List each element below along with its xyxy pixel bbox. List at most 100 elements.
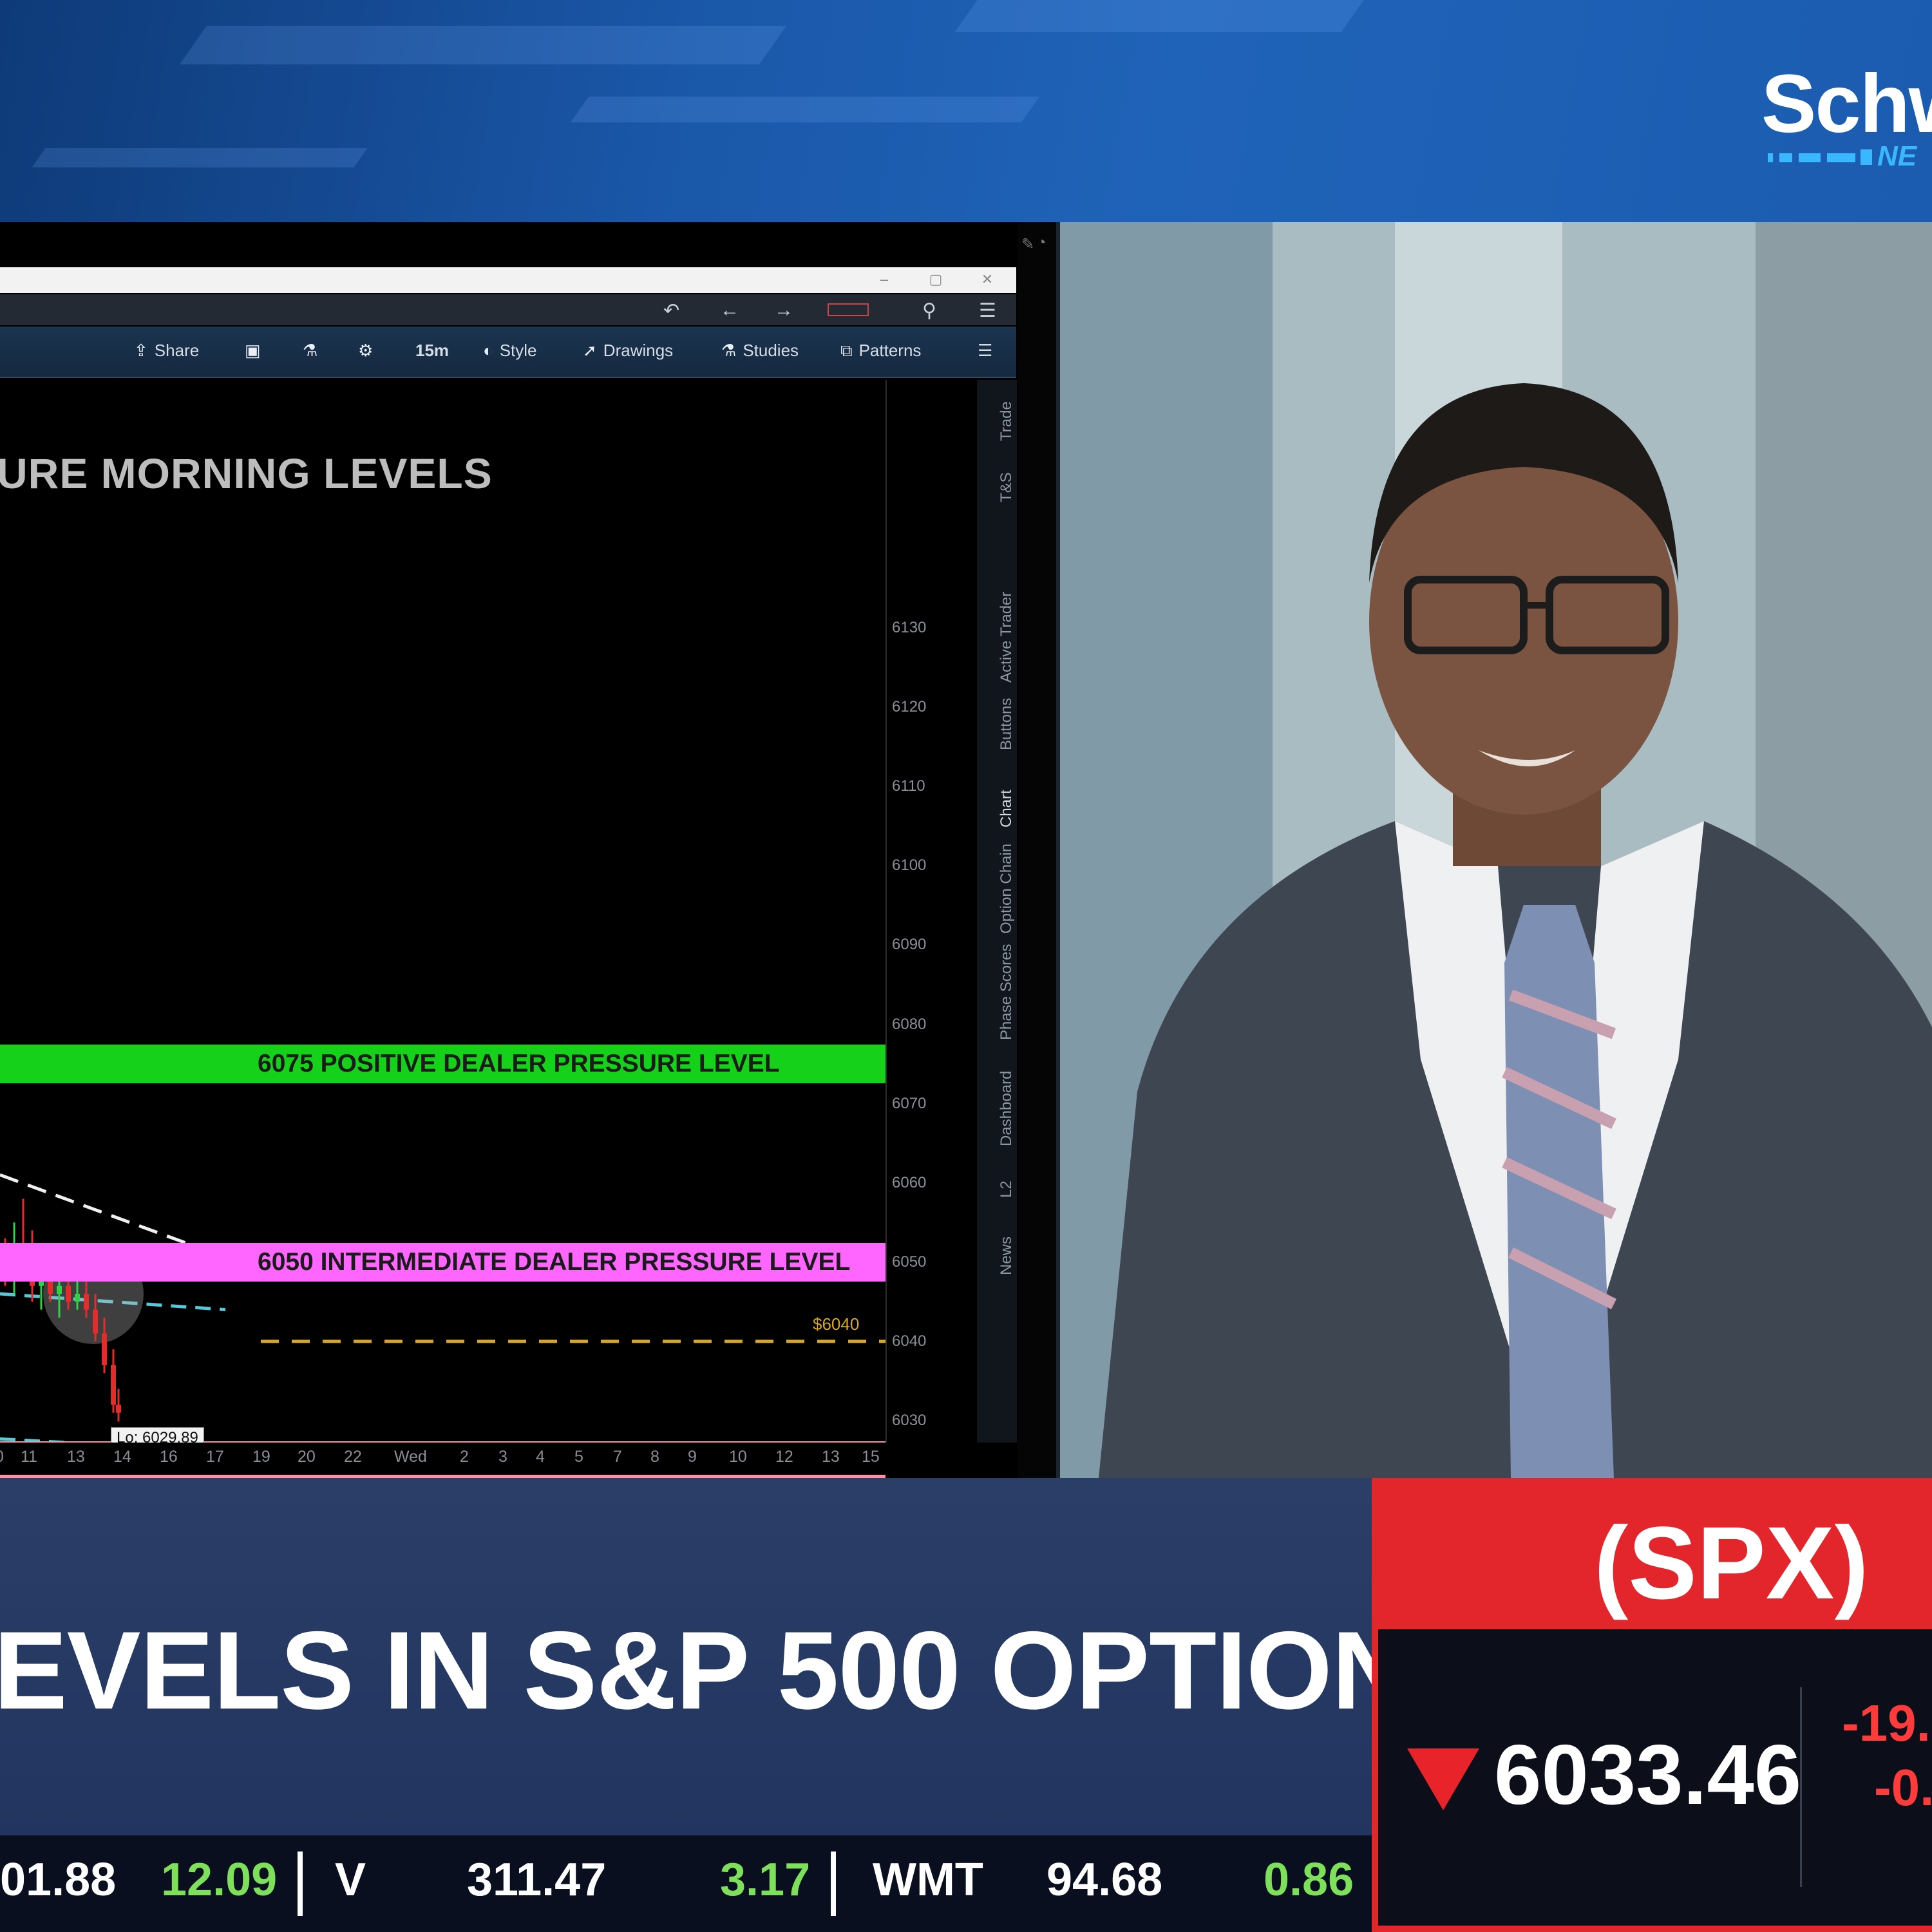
- candle-body: [93, 1309, 98, 1334]
- time-tick: 3: [498, 1448, 507, 1466]
- side-tab-option-chain[interactable]: Option Chain: [998, 843, 1015, 934]
- drawings-button[interactable]: ➚ Drawings: [583, 341, 674, 360]
- time-tick: 14: [113, 1448, 131, 1466]
- price-tick: 6080: [892, 1015, 927, 1033]
- time-tick: 13: [822, 1448, 840, 1466]
- side-tab-buttons[interactable]: Buttons: [998, 697, 1015, 750]
- flask-button[interactable]: ⚗: [303, 341, 324, 361]
- time-tick: 19: [252, 1448, 270, 1466]
- level-band: 6075 POSITIVE DEALER PRESSURE LEVEL: [0, 1045, 886, 1084]
- gear-icon: ⚙: [358, 341, 374, 360]
- window-edge: ✎ ◔: [1018, 222, 1056, 1478]
- time-tick: 13: [67, 1448, 85, 1466]
- time-tick: 12: [775, 1448, 793, 1466]
- price-tick: 6090: [892, 936, 927, 954]
- minimize-icon[interactable]: –: [880, 271, 889, 287]
- share-icon: ⇪: [134, 341, 148, 360]
- ticker-change: 3.17: [720, 1854, 811, 1906]
- side-tab-l2[interactable]: L2: [998, 1180, 1015, 1198]
- time-tick: 15: [862, 1448, 880, 1466]
- side-tab-phase-scores[interactable]: Phase Scores: [998, 943, 1015, 1040]
- side-tab-active-trader[interactable]: Active Trader: [998, 591, 1015, 683]
- chart-plot[interactable]: URE MORNING LEVELS 6075 POSITIVE DEALER …: [0, 380, 886, 1478]
- style-icon: ◐: [483, 341, 493, 360]
- close-icon[interactable]: ✕: [981, 271, 994, 287]
- side-tab-chart[interactable]: Chart: [998, 790, 1015, 828]
- style-button[interactable]: ◐ Style: [483, 341, 537, 360]
- ticker-symbol: WMT: [873, 1854, 983, 1906]
- cursor-icon: ➚: [583, 341, 597, 360]
- candle-body: [48, 1270, 53, 1294]
- share-button[interactable]: ⇪ Share: [134, 341, 200, 360]
- patterns-button[interactable]: ⧉ Patterns: [840, 341, 922, 360]
- time-tick: 10: [729, 1448, 747, 1466]
- time-tick: 20: [298, 1448, 316, 1466]
- window-title-bar: – ▢ ✕: [0, 267, 1016, 293]
- price-tick: 6030: [892, 1412, 927, 1429]
- time-tick: 22: [344, 1448, 362, 1466]
- trend-line: [0, 1292, 226, 1312]
- ticker-separator: [831, 1852, 836, 1916]
- price-tick: 6040: [892, 1332, 927, 1350]
- link-icon[interactable]: [828, 303, 869, 316]
- time-tick: 16: [160, 1448, 178, 1466]
- dashed-level-label: $6040: [813, 1314, 860, 1334]
- side-tabs: Trade T&S Active Trader Buttons Chart Option …: [978, 380, 1017, 1443]
- toolbar-menu-icon[interactable]: ☰: [978, 341, 993, 360]
- time-tick: 4: [536, 1448, 545, 1466]
- timeframe-button[interactable]: 15m: [415, 341, 450, 360]
- capture-button[interactable]: ▣: [245, 341, 267, 361]
- network-banner: Schw NE: [0, 0, 1932, 222]
- level-band: 6050 INTERMEDIATE DEALER PRESSURE LEVEL: [0, 1242, 886, 1282]
- side-tab-dashboard[interactable]: Dashboard: [998, 1070, 1015, 1146]
- studies-button[interactable]: ⚗ Studies: [721, 341, 799, 360]
- price-tick: 6060: [892, 1173, 927, 1191]
- side-tab-t-s[interactable]: T&S: [998, 472, 1015, 502]
- patterns-icon: ⧉: [840, 341, 853, 360]
- time-tick: 8: [650, 1448, 659, 1466]
- chart-svg: [0, 1173, 886, 1443]
- undo-icon[interactable]: ↶: [663, 300, 680, 321]
- candle-body: [75, 1294, 80, 1302]
- pin-icon[interactable]: ⚲: [922, 300, 936, 321]
- candle-body: [66, 1285, 71, 1302]
- time-axis[interactable]: 0 11 13 14 16 17 19 20 22 Wed 2 3 4 5 7 8 9 10 12 13 15: [0, 1443, 886, 1475]
- index-quote-box: (SPX) 6033.46 -19. -0.: [1372, 1478, 1932, 1932]
- ticker-change: 0.86: [1264, 1854, 1354, 1906]
- menu-icon[interactable]: ☰: [979, 300, 996, 321]
- price-tick: 6120: [892, 698, 927, 716]
- flask-icon: ⚗: [303, 341, 318, 360]
- presenter-image: [1060, 222, 1932, 1478]
- ticker-change: 12.09: [161, 1854, 278, 1906]
- ticker-price: 311.47: [467, 1854, 607, 1906]
- presenter-video: [1060, 222, 1932, 1478]
- index-percent: -0.: [1874, 1759, 1932, 1816]
- settings-button[interactable]: ⚙: [358, 341, 379, 361]
- ticker-price: 94.68: [1046, 1854, 1163, 1906]
- time-tick: 0: [0, 1448, 4, 1466]
- network-logo-sub-text: NE: [1877, 143, 1917, 169]
- headline: EVELS IN S&P 500 OPTIONS: [0, 1609, 1485, 1732]
- down-arrow-icon: [1407, 1748, 1479, 1810]
- level-label: 6050 INTERMEDIATE DEALER PRESSURE LEVEL: [258, 1247, 851, 1276]
- forward-icon[interactable]: →: [774, 299, 793, 321]
- candle-body: [111, 1365, 116, 1405]
- candle-body: [57, 1285, 62, 1294]
- chart-toolbar-top: ↶ ← → ⚲ ☰: [0, 294, 1016, 325]
- index-quote-panel: 6033.46 -19. -0.: [1378, 1629, 1932, 1926]
- side-tab-news[interactable]: News: [998, 1236, 1015, 1275]
- side-tab-trade[interactable]: Trade: [998, 401, 1015, 441]
- detach-icon[interactable]: ◔: [1037, 234, 1046, 251]
- maximize-icon[interactable]: ▢: [929, 271, 943, 287]
- chart-window: ✎ ◔ – ▢ ✕ ↶ ← → ⚲ ☰ ⇪ Share ▣ ⚗ ⚙ 15m ◐ St…: [0, 222, 1060, 1478]
- network-logo: Schw: [1761, 58, 1932, 150]
- price-axis[interactable]: 6130 6120 6110 6100 6090 6080 6070 6060 6050 6040…: [886, 380, 977, 1443]
- back-icon[interactable]: ←: [720, 299, 739, 321]
- chart-title: URE MORNING LEVELS: [0, 450, 493, 497]
- price-tick: 6050: [892, 1253, 927, 1271]
- index-price: 6033.46: [1494, 1727, 1802, 1822]
- price-tick: 6100: [892, 857, 927, 875]
- pin-icon[interactable]: ✎: [1021, 236, 1035, 253]
- candle-body: [84, 1294, 89, 1310]
- ticker-separator: [298, 1852, 303, 1916]
